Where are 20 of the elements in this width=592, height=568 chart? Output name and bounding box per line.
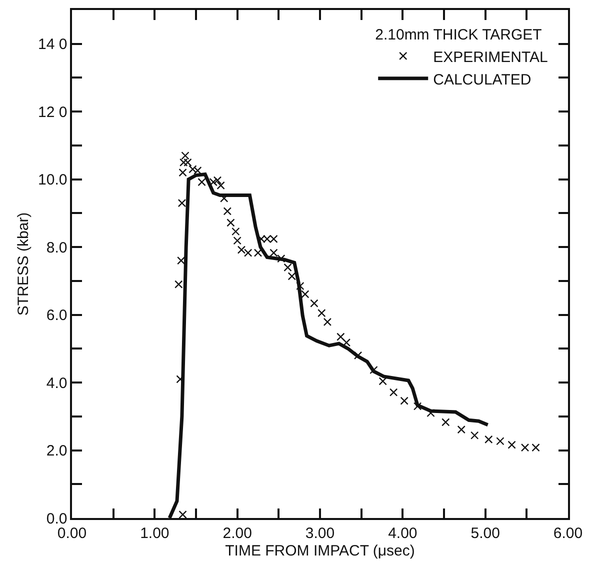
y-tick-label: 2.0: [46, 442, 68, 460]
x-tick-label: 0.00: [57, 524, 87, 542]
legend-title: 2.10mm THICK TARGET: [375, 26, 542, 44]
x-tick-label: 6.00: [553, 524, 583, 542]
y-tick-label: 8.0: [46, 239, 68, 256]
y-tick-label: 4.0: [46, 374, 68, 392]
x-tick-label: 2.00: [222, 524, 252, 542]
legend-label: CALCULATED: [433, 71, 532, 88]
y-tick-label: 12 0: [38, 104, 68, 121]
legend-label: EXPERIMENTAL: [433, 48, 548, 66]
y-tick-label: 0.0: [46, 510, 68, 528]
x-tick-label: 5.00: [470, 524, 500, 542]
x-tick-label: 1.00: [140, 524, 170, 542]
y-tick-label: 10.0: [38, 172, 68, 189]
x-axis-title: TIME FROM IMPACT (μsec): [225, 542, 415, 560]
y-tick-label: 14 0: [38, 36, 68, 54]
y-tick-label: 6.0: [46, 307, 68, 324]
x-tick-label: 3.00: [305, 524, 335, 542]
y-axis-title: STRESS (kbar): [14, 212, 32, 316]
x-tick-label: 4.00: [388, 524, 418, 542]
